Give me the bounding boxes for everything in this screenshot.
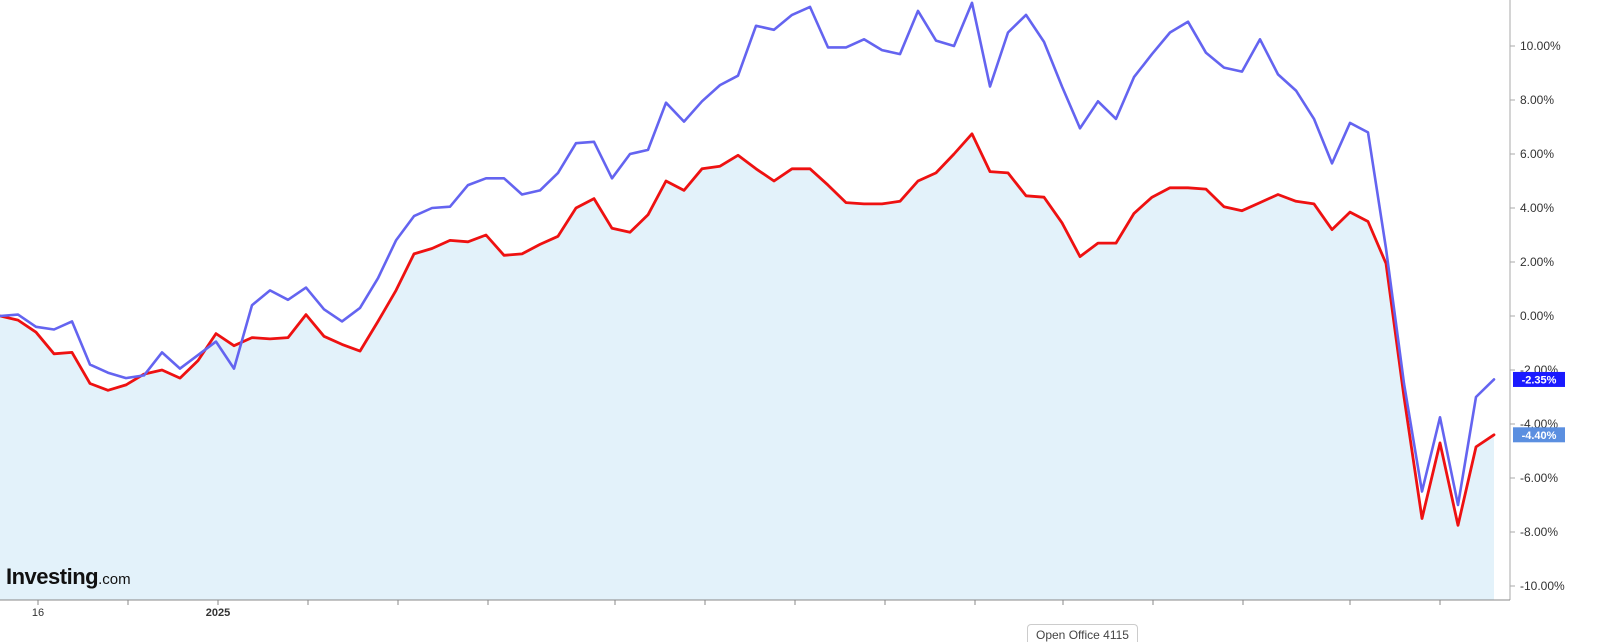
x-tick-label: 16 — [32, 607, 44, 619]
y-tick-label: 10.00% — [1520, 39, 1561, 53]
investing-logo: Investing.com — [6, 564, 131, 590]
series-1-last-value-label: -4.40% — [1522, 430, 1557, 442]
series-0-last-value-label: -2.35% — [1522, 374, 1557, 386]
series-0-last-value-badge — [1513, 371, 1565, 387]
y-tick-label: -8.00% — [1520, 525, 1558, 539]
logo-brand: Investing — [6, 564, 99, 589]
y-tick-label: 4.00% — [1520, 201, 1554, 215]
hover-tooltip: Open Office 4115 — [1027, 624, 1138, 642]
y-tick-label: -10.00% — [1520, 579, 1565, 593]
y-tick-label: 2.00% — [1520, 255, 1554, 269]
y-tick-label: 8.00% — [1520, 93, 1554, 107]
series-1-last-value-badge — [1513, 427, 1565, 443]
y-tick-label: 6.00% — [1520, 147, 1554, 161]
x-tick-label: 2025 — [206, 607, 230, 619]
y-tick-label: 0.00% — [1520, 309, 1554, 323]
series-0-line — [0, 1, 1496, 507]
logo-tld: .com — [98, 571, 131, 588]
y-tick-label: -6.00% — [1520, 471, 1558, 485]
series-1-line — [0, 132, 1496, 527]
series-1-area — [0, 133, 1494, 601]
